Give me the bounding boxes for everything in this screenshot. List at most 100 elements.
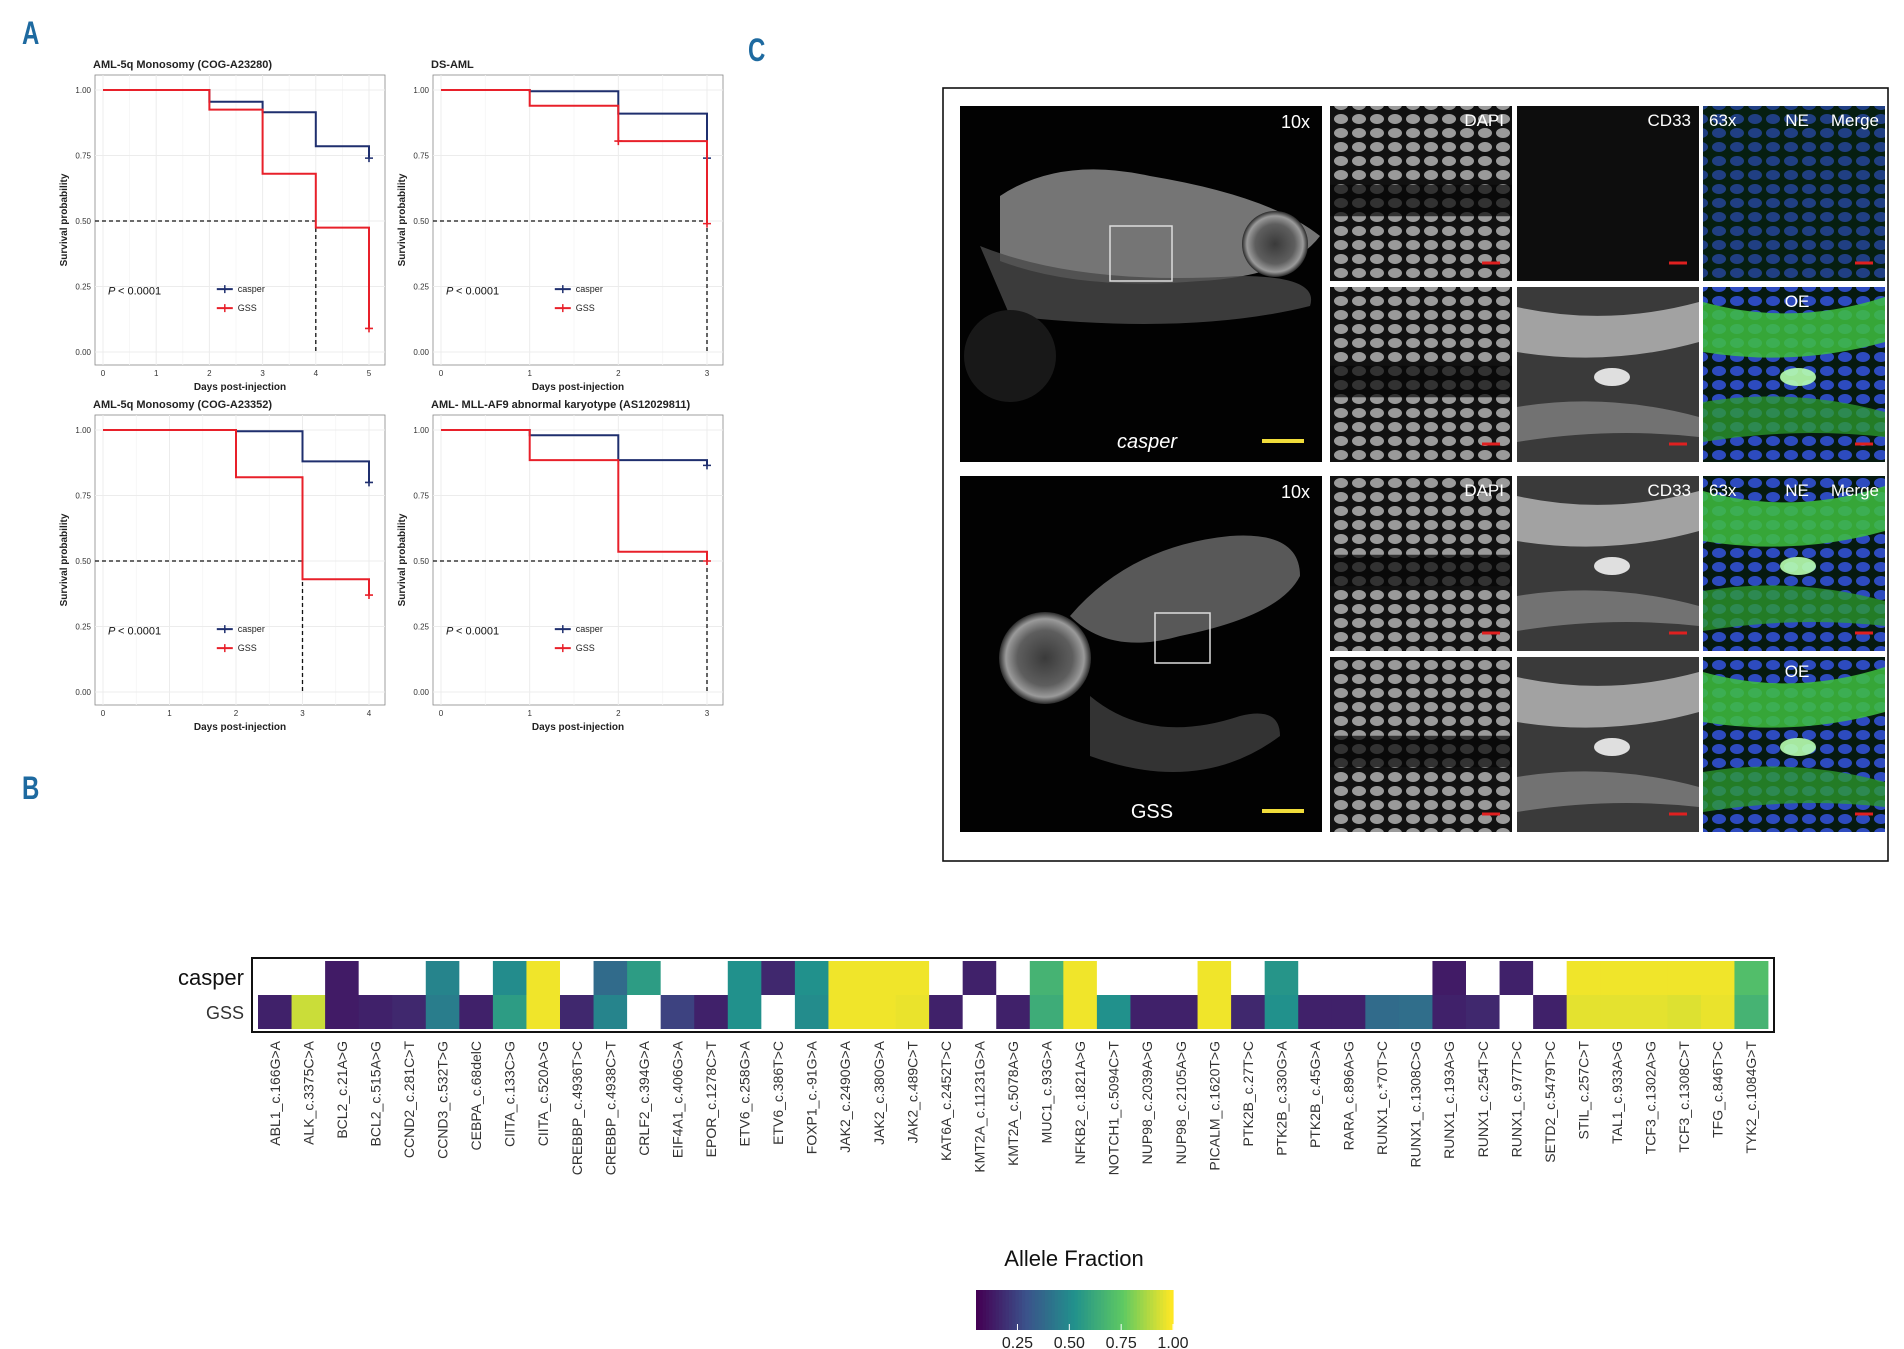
heatmap-cell: [358, 995, 393, 1029]
heatmap-cell: [258, 961, 292, 995]
dapi-image: [1330, 287, 1512, 462]
colorbar-segment: [1130, 1290, 1135, 1330]
heatmap-column-label: JAK2_c.489C>T: [904, 1041, 920, 1144]
censor-mark: [703, 461, 711, 470]
tissue-gap: [1330, 735, 1512, 768]
heatmap-cell: [929, 995, 964, 1029]
merge-green-signal: [1703, 585, 1885, 631]
heatmap-cell: [291, 961, 326, 995]
heatmap-cell: [1331, 961, 1366, 995]
colorbar-segment: [1140, 1290, 1145, 1330]
heatmap-cell: [258, 995, 292, 1029]
y-tick-label: 0.25: [75, 623, 91, 632]
heatmap-column-label: KMT2A_c.11231G>A: [971, 1040, 987, 1172]
overview-image-casper: 10x casper: [960, 106, 1322, 462]
x-tick-label: 1: [167, 709, 172, 718]
colorbar-segment: [1136, 1290, 1141, 1330]
genotype-label: GSS: [1131, 801, 1173, 823]
heatmap-cell: [1130, 995, 1165, 1029]
colorbar-segment: [1166, 1290, 1171, 1330]
legend-label: GSS: [576, 303, 595, 313]
colorbar-tick-label: 0.50: [1054, 1335, 1085, 1349]
heatmap-cell: [1164, 995, 1198, 1029]
colorbar-segment: [1153, 1290, 1158, 1330]
heatmap-cell: [627, 995, 662, 1029]
heatmap-cell: [1700, 995, 1735, 1029]
colorbar-segment: [1005, 1290, 1010, 1330]
heatmap-cell: [1231, 961, 1266, 995]
magnification-label: 63x: [1709, 111, 1737, 130]
heatmap-cell: [325, 961, 360, 995]
heatmap-column-label: JAK2_c.2490G>A: [837, 1040, 853, 1152]
colorbar-segment: [1084, 1290, 1089, 1330]
plot-title: AML-5q Monosomy (COG-A23352): [93, 399, 272, 411]
x-tick-label: 4: [367, 709, 372, 718]
y-tick-label: 0.50: [75, 217, 91, 226]
heatmap-cell: [1600, 995, 1635, 1029]
colorbar-segment: [1143, 1290, 1148, 1330]
micrograph-tile: [1330, 287, 1512, 462]
heatmap-column-label: EIF4A1_c.406G>A: [669, 1040, 685, 1158]
heatmap-cell: [694, 995, 729, 1029]
heatmap-cell: [1566, 961, 1601, 995]
heatmap-column-label: CEBPA_c.68delC: [468, 1041, 484, 1150]
colorbar-segment: [1038, 1290, 1043, 1330]
survival-curve-gss: [103, 89, 370, 329]
heatmap-cell: [526, 995, 561, 1029]
censor-mark: [365, 591, 373, 600]
heatmap-cell: [1499, 961, 1534, 995]
heatmap-column-label: NOTCH1_c.5094C>T: [1106, 1041, 1122, 1176]
heatmap-cell: [1063, 961, 1098, 995]
micrograph-tile: [1330, 476, 1512, 651]
heatmap-column-label: RARA_c.896A>G: [1341, 1041, 1357, 1150]
colorbar-segment: [1044, 1290, 1049, 1330]
colorbar-segment: [1146, 1290, 1151, 1330]
heatmap-cell: [1231, 995, 1266, 1029]
y-tick-label: 0.75: [413, 152, 429, 161]
micrograph-tile: [1703, 476, 1885, 651]
colorbar-tick-label: 0.75: [1106, 1335, 1137, 1349]
colorbar-segment: [1012, 1290, 1016, 1330]
heatmap-cell: [627, 961, 662, 995]
colorbar-segment: [1035, 1290, 1039, 1330]
x-tick-label: 3: [260, 369, 265, 378]
heatmap-column-label: JAK2_c.380G>A: [871, 1040, 887, 1145]
heatmap-column-label: TCF3_c.1302A>G: [1643, 1041, 1659, 1154]
heatmap-cell: [1096, 995, 1131, 1029]
cd33-image: [1517, 106, 1699, 281]
genotype-label: casper: [1117, 431, 1178, 453]
y-tick-label: 1.00: [413, 86, 429, 95]
y-tick-label: 1.00: [75, 426, 91, 435]
heatmap-cell: [459, 995, 494, 1029]
heatmap-cell: [1331, 995, 1366, 1029]
dapi-image: [1330, 657, 1512, 832]
micrograph-tile: [1703, 287, 1885, 462]
heatmap-cell: [895, 961, 930, 995]
cd33-image: [1517, 657, 1699, 832]
heatmap-cell: [1398, 961, 1433, 995]
overview-background: [960, 106, 1322, 462]
heatmap-cell: [1667, 961, 1702, 995]
legend-label: casper: [238, 284, 265, 294]
heatmap-cell: [1499, 995, 1534, 1029]
plot-frame: [432, 414, 724, 706]
heatmap-column-label: STIL_c.257C>T: [1575, 1041, 1591, 1140]
cd33-image: [1517, 287, 1699, 462]
micrograph-tile: [1517, 106, 1699, 281]
heatmap-column-label: CRLF2_c.394G>A: [636, 1040, 652, 1155]
heatmap-cell: [862, 961, 896, 995]
channel-label: DAPI: [1464, 111, 1504, 130]
y-tick-label: 0.50: [413, 557, 429, 566]
heatmap-cell: [1533, 961, 1568, 995]
heatmap-cell: [1063, 995, 1098, 1029]
heatmap-cell: [962, 995, 997, 1029]
merge-image: [1703, 476, 1885, 651]
colorbar-segment: [1156, 1290, 1161, 1330]
heatmap-column-label: CIITA_c.520A>G: [535, 1041, 551, 1146]
colorbar-segment: [1074, 1290, 1079, 1330]
heatmap-cell: [862, 995, 896, 1029]
heatmap-cell: [1466, 961, 1500, 995]
heatmap-cell: [727, 995, 762, 1029]
y-tick-label: 0.50: [75, 557, 91, 566]
heatmap-column-label: RUNX1_c.1308C>G: [1408, 1041, 1424, 1167]
